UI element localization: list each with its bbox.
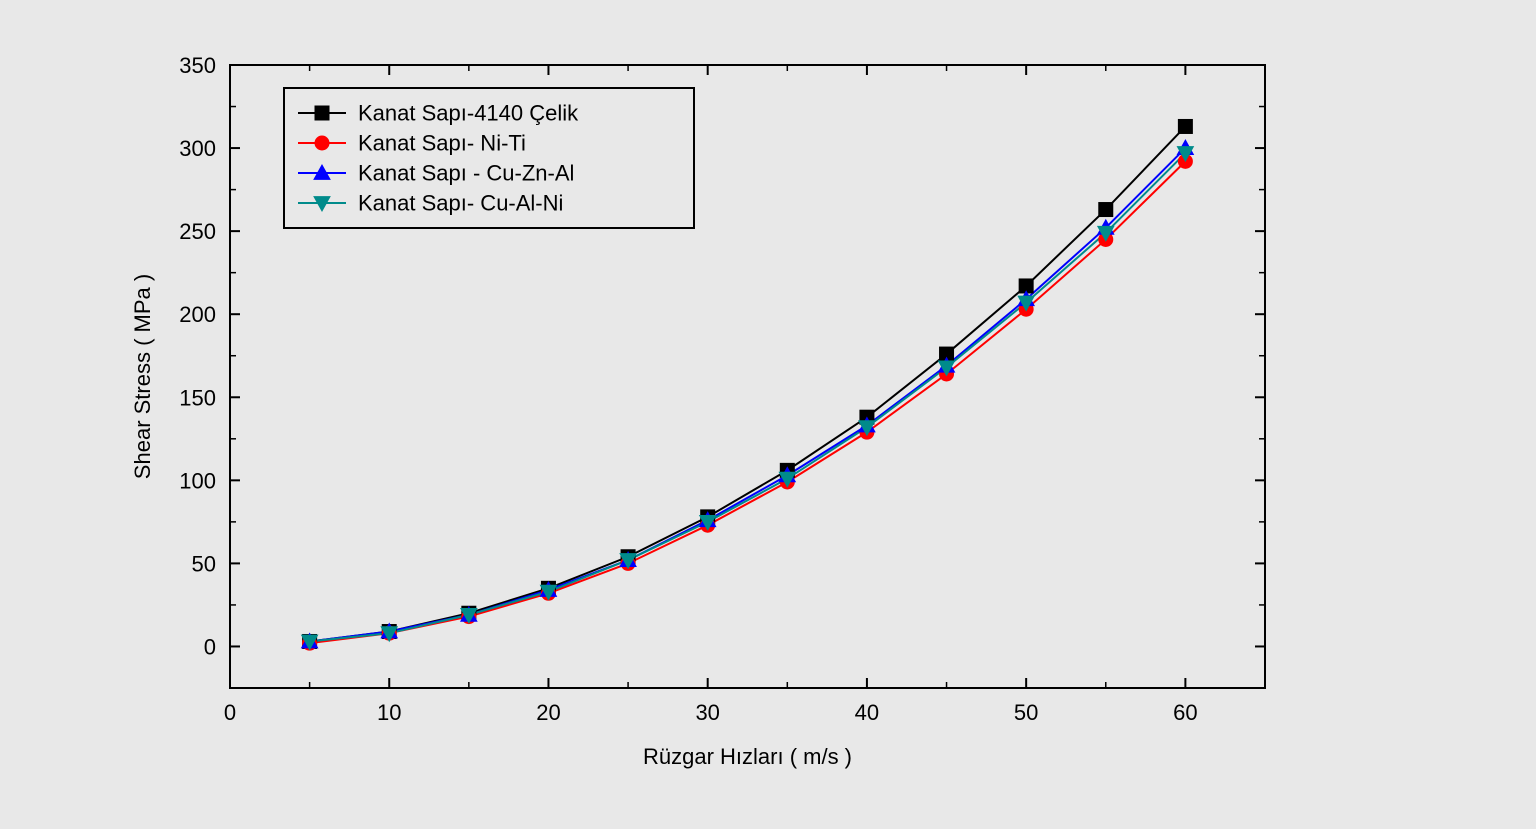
y-axis-label: Shear Stress ( MPa ) xyxy=(130,274,155,479)
y-tick-label: 100 xyxy=(179,468,216,493)
legend-label: Kanat Sapı- Ni-Ti xyxy=(358,130,526,155)
x-tick-label: 40 xyxy=(855,700,879,725)
shear-stress-chart: 0 10 20 30 40 50 60 0 50 100 150 200 250 300 350 Rüzgar… xyxy=(0,0,1536,829)
legend-label: Kanat Sapı- Cu-Al-Ni xyxy=(358,190,563,215)
x-axis-label: Rüzgar Hızları ( m/s ) xyxy=(643,744,852,769)
x-tick-label: 0 xyxy=(224,700,236,725)
x-tick-label: 10 xyxy=(377,700,401,725)
y-tick-label: 300 xyxy=(179,136,216,161)
x-tick-label: 60 xyxy=(1173,700,1197,725)
y-tick-label: 350 xyxy=(179,53,216,78)
y-tick-label: 200 xyxy=(179,302,216,327)
chart-container: 0 10 20 30 40 50 60 0 50 100 150 200 250 300 350 Rüzgar… xyxy=(0,0,1536,829)
legend-label: Kanat Sapı - Cu-Zn-Al xyxy=(358,160,574,185)
y-tick-label: 250 xyxy=(179,219,216,244)
legend-label: Kanat Sapı-4140 Çelik xyxy=(358,100,579,125)
y-tick-label: 150 xyxy=(179,385,216,410)
y-tick-label: 50 xyxy=(192,551,216,576)
x-tick-label: 20 xyxy=(536,700,560,725)
x-tick-label: 30 xyxy=(695,700,719,725)
x-tick-label: 50 xyxy=(1014,700,1038,725)
y-tick-label: 0 xyxy=(204,634,216,659)
